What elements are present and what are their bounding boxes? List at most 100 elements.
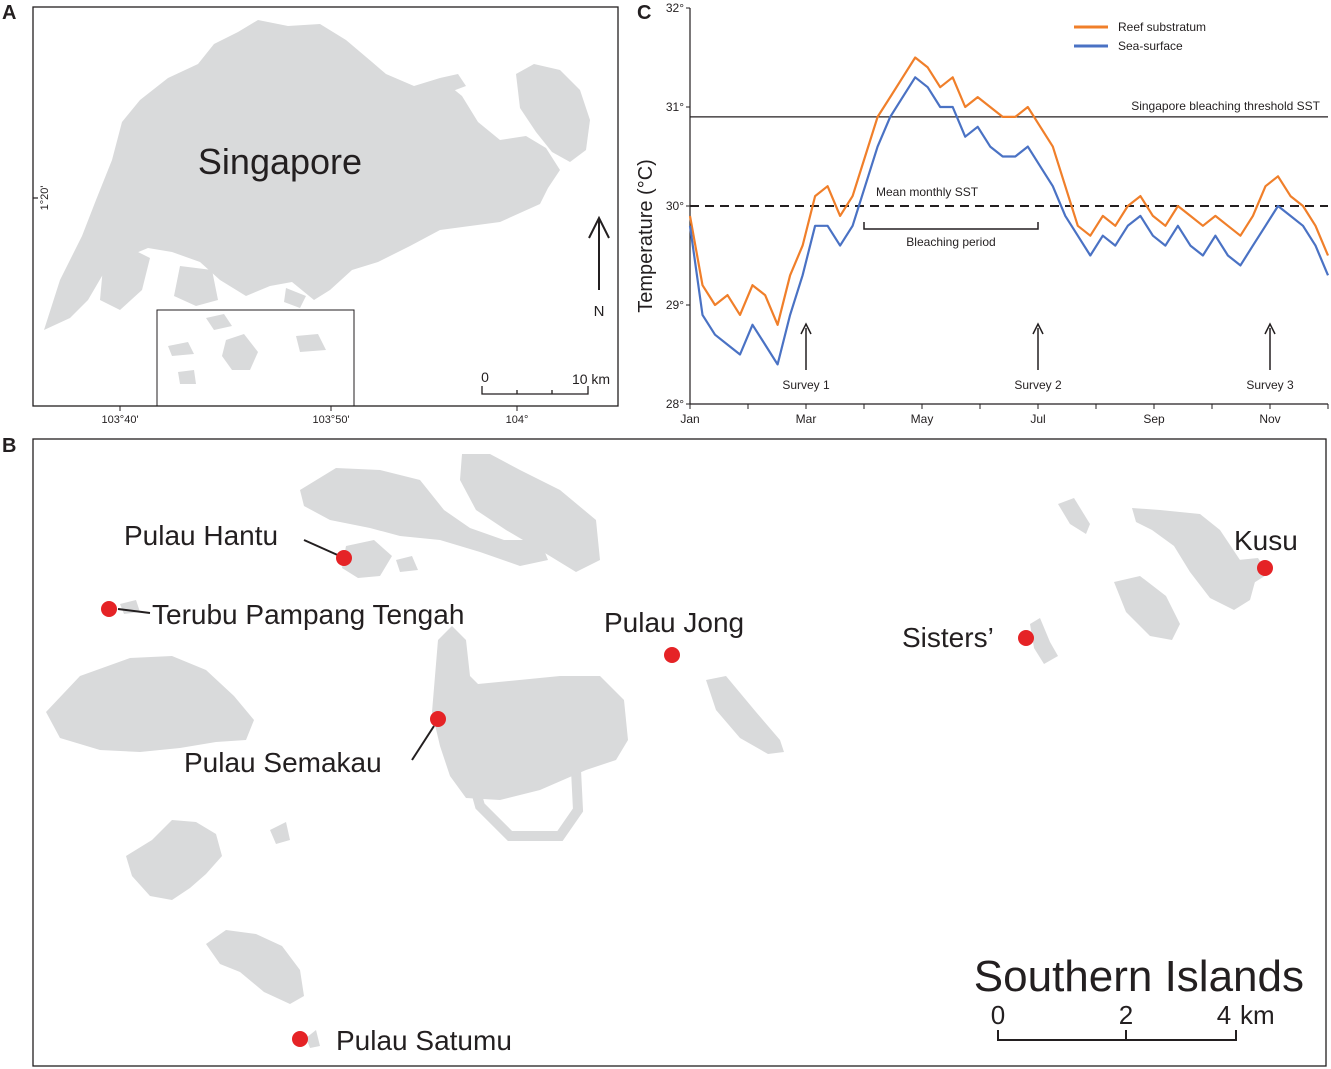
temperature-chart: Temperature (°C) 28° 29° 30° 31° 32° Jan Mar Ma…: [635, 1, 1330, 426]
inset-box: [156, 309, 355, 407]
island-east-2: [1132, 508, 1256, 610]
site-label-pulau-hantu: Pulau Hantu: [124, 520, 278, 551]
island-sisters: [1030, 618, 1058, 664]
north-label: N: [594, 303, 605, 320]
north-arrowhead: [588, 215, 610, 239]
island-satumu: [306, 1030, 320, 1048]
y-tick-label: 31°: [666, 100, 684, 114]
y-tick-label: 30°: [666, 199, 684, 213]
singapore-east-island: [516, 64, 590, 162]
x-tick-label: May: [911, 412, 934, 426]
x-tick-label: Mar: [796, 412, 817, 426]
map-a-scale-zero: 0: [481, 369, 489, 385]
map-b-scale-0: 0: [991, 1000, 1005, 1030]
singapore-island-small: [440, 74, 466, 92]
island-satumu-large: [206, 930, 304, 1004]
inset-island-3: [168, 342, 194, 356]
inset-island-1: [206, 314, 232, 330]
island-bukom-north: [460, 454, 600, 572]
survey-arrowhead: [1032, 322, 1044, 335]
singapore-island-south: [174, 266, 218, 306]
leader-pulau-hantu: [303, 539, 343, 558]
panel-b-letter: B: [2, 435, 16, 457]
leader-terubu-pampang-tengah: [117, 608, 151, 614]
y-axis-title: Temperature (°C): [635, 159, 657, 313]
survey-arrowhead: [800, 322, 812, 335]
island-jong-east: [706, 676, 784, 754]
series-line-sea-surface: [688, 76, 1330, 366]
map-b: Pulau Hantu Terubu Pampang Tengah Pulau …: [32, 438, 1327, 1067]
site-marker-terubu-pampang-tengah: [101, 601, 117, 617]
island-hantu: [342, 540, 392, 578]
x-tick-label: Jan: [680, 412, 699, 426]
site-label-pulau-semakau: Pulau Semakau: [184, 747, 382, 778]
site-marker-pulau-semakau: [430, 711, 446, 727]
site-label-terubu-pampang-tengah: Terubu Pampang Tengah: [152, 599, 464, 630]
map-b-scale-bar: [997, 1030, 1237, 1041]
island-west-large: [46, 656, 254, 752]
site-label-pulau-satumu: Pulau Satumu: [336, 1025, 512, 1056]
map-b-title: Southern Islands: [974, 952, 1304, 1001]
leader-pulau-semakau: [411, 725, 435, 761]
island-bukom: [300, 468, 548, 566]
x-tick-label: Nov: [1259, 412, 1280, 426]
map-a-title: Singapore: [198, 141, 362, 182]
map-a-scale-max: 10 km: [572, 371, 610, 387]
island-east-3: [1114, 576, 1180, 640]
site-marker-sisters: [1018, 630, 1034, 646]
inset-island-2: [222, 334, 258, 370]
chart-axes: 28° 29° 30° 31° 32° Jan Mar May Jul Sep Nov: [666, 1, 1329, 426]
semakau-landfill-bund: [465, 768, 584, 841]
bleaching-period-bracket: [863, 222, 1039, 230]
panel-a-letter: A: [2, 2, 16, 24]
x-tick-label: Sep: [1143, 412, 1165, 426]
legend-label: Reef substratum: [1118, 20, 1206, 34]
lon-tick-0: 103°40': [101, 414, 138, 426]
survey-label: Survey 2: [1014, 378, 1062, 392]
panel-c-letter: C: [637, 2, 651, 24]
survey-label: Survey 1: [782, 378, 830, 392]
map-b-scale-4: 4: [1217, 1000, 1231, 1030]
lon-tick-2: 104°: [506, 414, 529, 426]
site-label-kusu: Kusu: [1234, 525, 1298, 556]
survey-label: Survey 3: [1246, 378, 1294, 392]
singapore-island-west: [100, 248, 150, 310]
y-tick-label: 29°: [666, 298, 684, 312]
chart-annotations: Bleaching period Survey 1 Survey 2 Survey 3: [782, 222, 1294, 392]
chart-reference-lines: Singapore bleaching threshold SST Mean mo…: [690, 99, 1328, 207]
survey-arrowhead: [1264, 322, 1276, 335]
inset-island-4: [178, 370, 196, 384]
series-line-reef-substratum: [688, 56, 1330, 326]
site-marker-kusu: [1257, 560, 1273, 576]
y-tick-label: 28°: [666, 397, 684, 411]
island-sw-2: [270, 822, 290, 844]
map-a-scale-bar: [481, 386, 589, 395]
map-a: Singapore 1°20' N 0 10 km 103°40' 103°50…: [32, 6, 619, 426]
site-marker-pulau-satumu: [292, 1031, 308, 1047]
map-a-lat-label: 1°20': [39, 186, 51, 211]
inset-island-5: [296, 334, 326, 352]
site-label-pulau-jong: Pulau Jong: [604, 607, 744, 638]
reference-line-label: Mean monthly SST: [876, 185, 979, 199]
map-b-scale-unit: km: [1240, 1000, 1275, 1030]
singapore-island-south2: [284, 288, 306, 308]
island-hantu-small: [396, 556, 418, 572]
island-sw-1: [126, 820, 222, 900]
island-semakau: [432, 626, 628, 800]
map-b-scale-2: 2: [1119, 1000, 1133, 1030]
lon-tick-1: 103°50': [312, 414, 349, 426]
site-label-sisters: Sisters’: [902, 622, 994, 653]
x-tick-label: Jul: [1030, 412, 1045, 426]
site-marker-pulau-hantu: [336, 550, 352, 566]
reference-line-label: Singapore bleaching threshold SST: [1131, 99, 1320, 113]
map-b-frame: [32, 438, 1327, 1067]
site-marker-pulau-jong: [664, 647, 680, 663]
y-tick-label: 32°: [666, 1, 684, 15]
legend-label: Sea-surface: [1118, 39, 1183, 53]
bleaching-period-label: Bleaching period: [906, 235, 995, 249]
singapore-mainland: [44, 20, 560, 330]
chart-series: [688, 56, 1330, 366]
island-east-1: [1058, 498, 1090, 534]
chart-legend: Reef substratum Sea-surface: [1074, 20, 1206, 53]
